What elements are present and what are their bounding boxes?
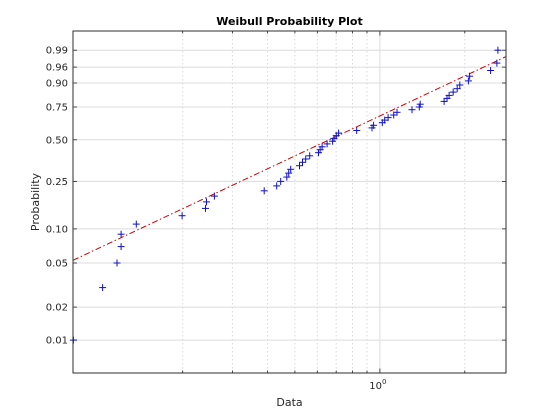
data-point-marker: [453, 85, 461, 93]
data-point-marker: [203, 198, 210, 206]
data-point-marker: [302, 155, 310, 163]
data-point-marker: [99, 284, 107, 292]
data-point-marker: [260, 187, 268, 195]
data-point-marker: [296, 162, 303, 170]
data-point-marker: [393, 108, 401, 116]
fit-line-layer: [72, 56, 507, 261]
tick-label-layer: 0.01 0.02 0.05 0.10 0.25 0.50 0.75 0.90 0.96 0.99…: [46, 46, 387, 392]
data-point-marker: [273, 182, 281, 190]
data-point-marker: [306, 152, 314, 160]
data-point-marker: [493, 59, 501, 67]
data-point-marker: [117, 243, 125, 251]
x-tick-label: 100: [369, 378, 386, 392]
data-point-marker: [202, 204, 209, 212]
data-point-marker: [464, 77, 472, 85]
chart-title: Weibull Probability Plot: [216, 15, 362, 28]
data-point-marker: [449, 88, 457, 96]
y-tick-label: 0.02: [46, 303, 68, 314]
plot-area: [72, 30, 507, 374]
data-point-marker: [210, 192, 218, 200]
data-point-marker: [277, 177, 285, 185]
data-point-marker: [117, 230, 125, 238]
data-point-marker: [466, 72, 474, 80]
data-point-marker: [283, 173, 291, 181]
y-tick-label: 0.10: [46, 224, 68, 235]
y-tick-label: 0.90: [46, 79, 68, 90]
plot-frame: [72, 30, 507, 374]
data-point-marker: [456, 81, 464, 89]
data-point-marker: [440, 97, 448, 105]
data-point-marker: [178, 212, 186, 220]
reference-fit-line: [72, 56, 507, 261]
y-tick-label: 0.25: [46, 177, 68, 188]
data-point-marker: [487, 67, 495, 74]
data-point-marker: [335, 129, 343, 137]
data-point-marker: [318, 143, 326, 151]
data-point-marker: [285, 169, 293, 177]
data-point-marker: [287, 165, 295, 173]
data-point-marker: [445, 91, 453, 99]
y-tick-label: 0.75: [46, 103, 68, 114]
data-point-marker: [384, 114, 392, 122]
y-tick-label: 0.50: [46, 135, 68, 146]
x-axis-label: Data: [276, 396, 302, 409]
y-tick-label: 0.99: [46, 46, 68, 57]
data-point-marker: [299, 158, 306, 166]
data-point-marker: [370, 121, 378, 129]
x-tick-label-exponent: 0: [382, 378, 386, 386]
y-tick-label: 0.01: [46, 336, 68, 347]
y-tick-label: 0.96: [46, 63, 68, 74]
y-axis-label: Probability: [29, 172, 42, 231]
data-point-marker: [315, 149, 322, 157]
y-tick-label: 0.05: [46, 259, 68, 270]
data-point-marker: [494, 46, 502, 54]
grid-layer: [73, 31, 506, 373]
data-point-marker: [416, 100, 424, 108]
marker-layer: [69, 46, 502, 344]
data-point-marker: [113, 259, 121, 267]
data-point-marker: [323, 140, 331, 148]
data-point-marker: [353, 127, 361, 134]
data-point-marker: [408, 106, 416, 114]
data-point-marker: [132, 220, 140, 228]
